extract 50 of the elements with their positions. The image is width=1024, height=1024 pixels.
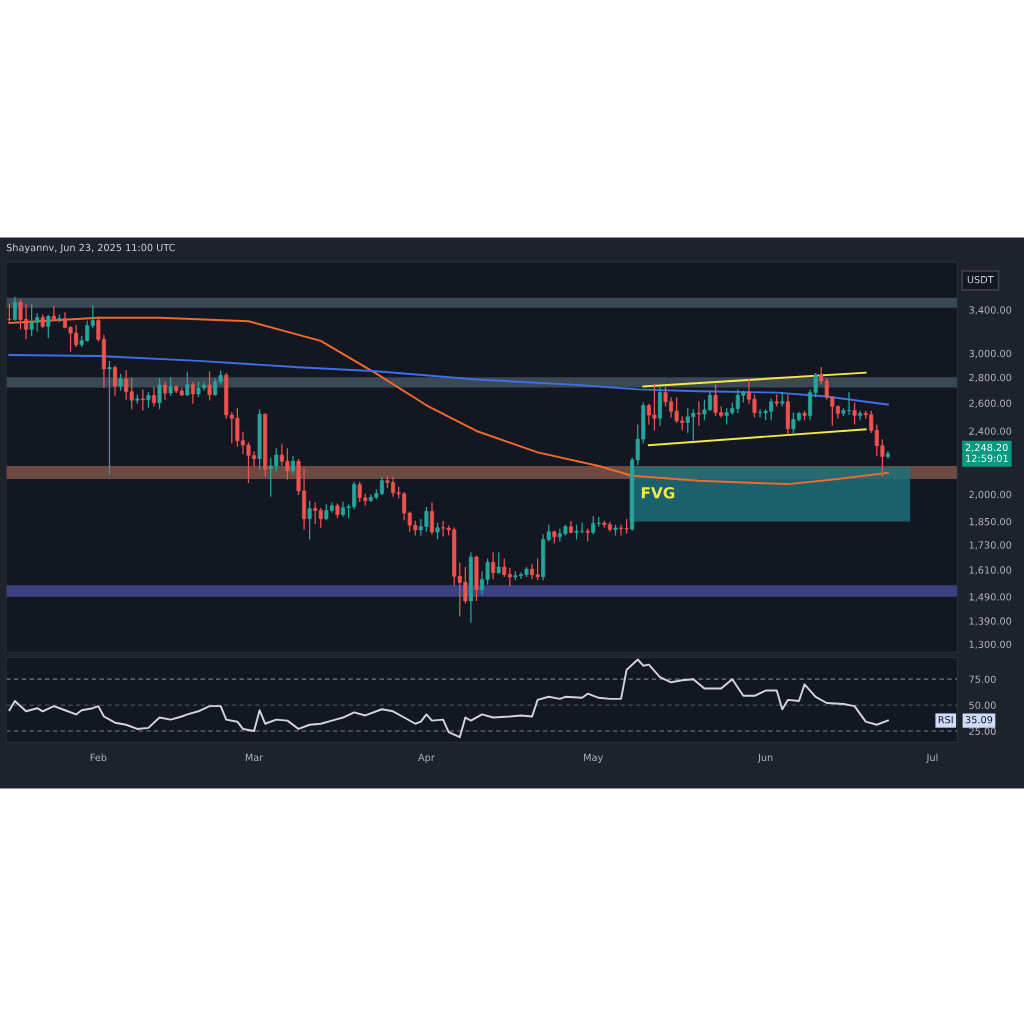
candlestick: [852, 402, 857, 425]
candlestick: [12, 296, 17, 321]
y-tick-label: 2,000.00: [969, 490, 1012, 500]
y-tick-label: 25.00: [969, 727, 996, 735]
y-tick-label: 3,400.00: [969, 306, 1012, 315]
y-tick-label: 1,300.00: [969, 640, 1012, 649]
candlestick: [207, 371, 212, 401]
y-tick-label: 1,610.00: [969, 566, 1012, 575]
x-tick-label: Apr: [418, 753, 435, 763]
line-series: [8, 354, 889, 406]
candlestick: [858, 410, 863, 421]
candlestick: [696, 401, 701, 426]
y-tick-label: 3,000.00: [969, 349, 1012, 359]
candlestick: [51, 306, 56, 321]
x-tick-label: Jun: [757, 753, 773, 763]
y-axis-title: USDT: [967, 275, 994, 284]
y-tick-label: 2,600.00: [969, 399, 1012, 408]
candlestick: [46, 314, 51, 339]
y-tick-label: 1,490.00: [969, 593, 1012, 602]
candlestick: [307, 500, 312, 540]
x-tick-label: Feb: [90, 753, 107, 762]
y-tick-label: 1,390.00: [969, 617, 1012, 626]
text: 35.09: [965, 716, 993, 724]
y-tick-label: 2,800.00: [969, 373, 1012, 383]
candlestick: [140, 389, 145, 411]
candlestick: [491, 552, 496, 580]
x-tick-label: Jul: [926, 753, 938, 763]
x-tick-label: May: [584, 753, 603, 763]
candlestick: [496, 552, 501, 574]
candlestick: [885, 451, 890, 459]
candlestick: [185, 371, 190, 396]
y-tick-label: 75.00: [969, 675, 996, 684]
candlestick: [107, 360, 112, 475]
chart-title: Shayannv, Jun 23, 2025 11:00 UTC: [6, 243, 175, 254]
candlestick: [429, 502, 434, 535]
candlestick: [157, 377, 162, 410]
annotation: RSI: [938, 716, 953, 724]
band-label: FVG: [641, 487, 675, 499]
text: 2,248.20 12:59:01: [965, 443, 1008, 462]
x-tick-label: Mar: [245, 753, 264, 762]
line-series: [8, 658, 889, 739]
candlestick: [113, 365, 118, 396]
y-tick-label: 2,400.00: [969, 427, 1012, 436]
line-series: [8, 316, 889, 486]
y-tick-label: 1,850.00: [969, 517, 1012, 527]
candlestick: [190, 381, 195, 404]
y-tick-label: 50.00: [969, 701, 996, 709]
candlestick: [7, 303, 12, 325]
candlestick: [151, 386, 156, 407]
y-tick-label: 1,730.00: [969, 541, 1012, 550]
